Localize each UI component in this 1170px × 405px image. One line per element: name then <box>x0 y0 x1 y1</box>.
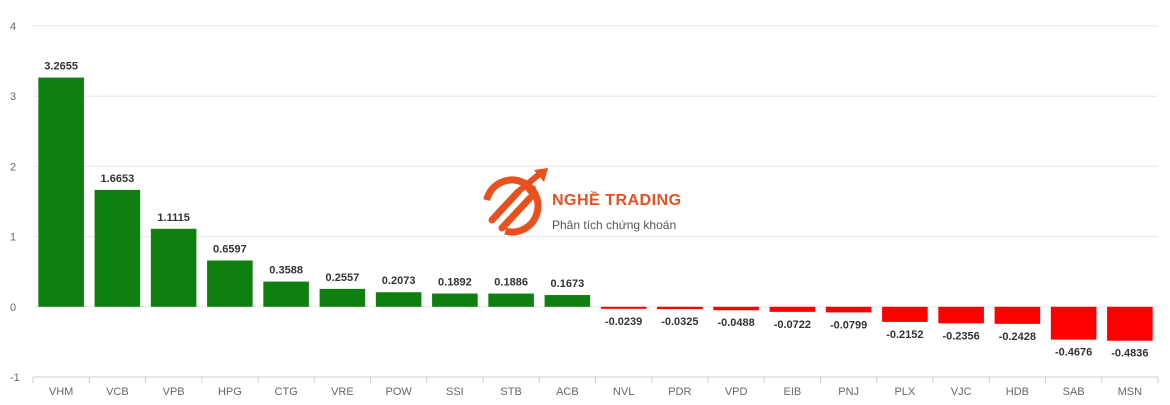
bar-pow[interactable] <box>375 292 422 307</box>
watermark-logo: NGHỀ TRADING Phân tích chứng khoán <box>478 166 718 246</box>
data-label: 3.2655 <box>44 61 78 73</box>
bar-plx[interactable] <box>882 306 928 322</box>
bar-vre[interactable] <box>319 288 366 307</box>
data-label: -0.0799 <box>830 319 867 331</box>
x-tick-label: PDR <box>668 386 691 398</box>
data-label: -0.2356 <box>942 330 979 342</box>
data-label: -0.4836 <box>1111 348 1148 360</box>
x-tick-label: VRE <box>331 386 354 398</box>
bar-stb[interactable] <box>488 293 534 307</box>
data-label: -0.0722 <box>774 319 811 331</box>
data-label: 0.6597 <box>213 243 247 255</box>
data-label: 1.6653 <box>101 173 135 185</box>
bar-ctg[interactable] <box>263 281 309 307</box>
bar-vcb[interactable] <box>94 189 141 307</box>
data-label: -0.4676 <box>1055 347 1092 359</box>
data-label: 0.1892 <box>438 277 472 289</box>
x-tick-label: SAB <box>1063 386 1085 398</box>
y-tick-label: 2 <box>10 161 16 173</box>
x-tick-label: SSI <box>446 386 464 398</box>
y-tick-label: 0 <box>10 302 16 314</box>
y-tick-label: -1 <box>10 372 20 384</box>
x-tick-label: STB <box>500 386 521 398</box>
x-tick-label: VHM <box>49 386 73 398</box>
bar-vhm[interactable] <box>38 77 84 307</box>
bar-msn[interactable] <box>1107 306 1153 341</box>
x-tick-label: VCB <box>106 386 129 398</box>
x-tick-label: HPG <box>218 386 242 398</box>
x-tick-label: PLX <box>894 386 915 398</box>
data-label: 0.2073 <box>382 275 416 287</box>
bar-vpd[interactable] <box>713 306 759 311</box>
bar-hpg[interactable] <box>207 260 253 307</box>
y-axis-ticks: -1 0 1 2 3 4 <box>10 21 20 384</box>
data-label: -0.0239 <box>605 316 642 328</box>
data-label: 0.2557 <box>326 272 360 284</box>
bars <box>38 77 1153 341</box>
bar-nvl[interactable] <box>600 306 647 309</box>
bar-vpb[interactable] <box>150 228 197 307</box>
bar-ssi[interactable] <box>432 293 478 307</box>
data-label: -0.0488 <box>717 317 754 329</box>
x-tick-label: CTG <box>275 386 298 398</box>
data-labels: 3.2655 1.6653 1.1115 0.6597 0.3588 0.2557 0.20… <box>44 61 1148 360</box>
bar-acb[interactable] <box>544 295 591 307</box>
bar-sab[interactable] <box>1050 306 1097 340</box>
x-tick-label: VPD <box>725 386 748 398</box>
x-tick-label: HDB <box>1006 386 1029 398</box>
x-tick-label: NVL <box>613 386 634 398</box>
y-tick-label: 1 <box>10 232 16 244</box>
data-label: -0.0325 <box>661 316 698 328</box>
data-label: -0.2152 <box>886 329 923 341</box>
x-tick-label: EIB <box>784 386 802 398</box>
x-tick-label: VJC <box>951 386 972 398</box>
x-tick-label: MSN <box>1118 386 1143 398</box>
data-label: 0.3588 <box>269 265 303 277</box>
trading-logo-icon <box>482 168 548 236</box>
data-label: 0.1886 <box>494 277 528 289</box>
data-label: 1.1115 <box>157 212 189 224</box>
bar-vjc[interactable] <box>938 306 984 324</box>
x-tick-label: POW <box>385 386 412 398</box>
bar-hdb[interactable] <box>994 306 1041 324</box>
bar-eib[interactable] <box>769 306 816 312</box>
y-tick-label: 4 <box>10 21 16 33</box>
watermark-title: NGHỀ TRADING <box>552 192 682 209</box>
x-tick-label: ACB <box>556 386 579 398</box>
x-tick-label: VPB <box>163 386 185 398</box>
bar-pnj[interactable] <box>825 306 872 313</box>
bar-pdr[interactable] <box>657 306 703 310</box>
x-tick-label: PNJ <box>838 386 859 398</box>
data-label: 0.1673 <box>551 278 585 290</box>
watermark-subtitle: Phân tích chứng khoán <box>552 218 677 232</box>
x-axis-ticks: VHM VCB VPB HPG CTG VRE POW SSI STB ACB NVL PDR VPD E… <box>32 377 1159 398</box>
data-label: -0.2428 <box>999 331 1036 343</box>
y-tick-label: 3 <box>10 91 16 103</box>
